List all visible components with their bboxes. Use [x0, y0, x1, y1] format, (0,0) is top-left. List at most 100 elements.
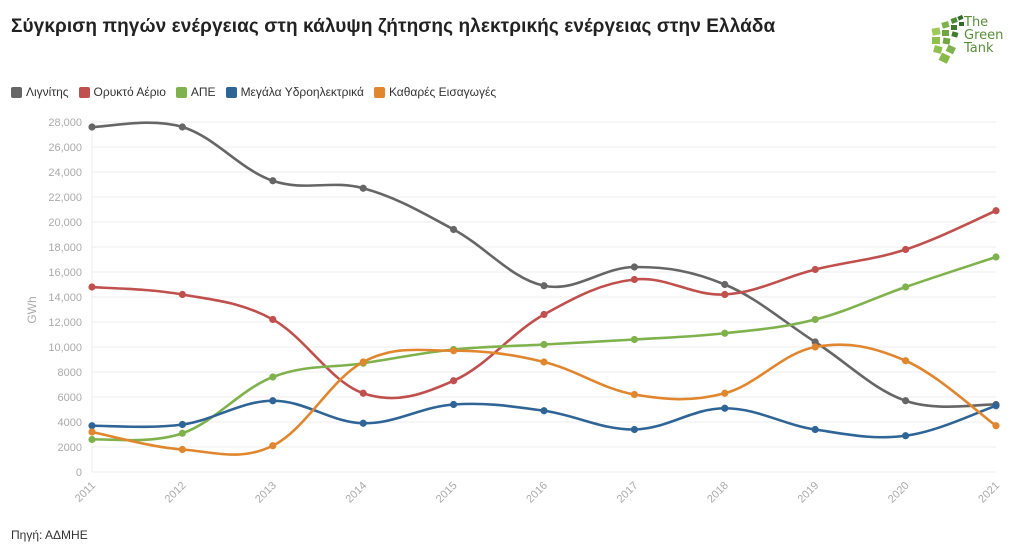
legend-item-gas[interactable]: Ορυκτό Αέριο	[78, 85, 166, 99]
data-point[interactable]	[450, 347, 458, 355]
data-point[interactable]	[811, 315, 819, 324]
legend-swatch-icon	[11, 86, 22, 98]
data-point[interactable]	[992, 253, 1000, 261]
series-line	[88, 397, 1000, 440]
data-point[interactable]	[269, 177, 277, 185]
chart-series	[88, 121, 1000, 456]
y-tick-label: 18,000	[48, 242, 82, 254]
data-point[interactable]	[450, 400, 458, 409]
x-tick-label: 2015	[434, 480, 460, 506]
data-point[interactable]	[630, 425, 639, 434]
data-point[interactable]	[902, 397, 910, 405]
y-tick-label: 16,000	[48, 267, 82, 279]
data-point[interactable]	[540, 282, 548, 290]
legend-item-lignite[interactable]: Λιγνίτης	[11, 85, 69, 99]
data-point[interactable]	[540, 407, 548, 415]
data-point[interactable]	[811, 343, 819, 351]
green-tank-logo: The Green Tank	[930, 12, 1020, 70]
data-point[interactable]	[88, 422, 96, 430]
data-point[interactable]	[178, 290, 186, 299]
x-tick-label: 2014	[344, 480, 370, 506]
data-point[interactable]	[630, 335, 639, 344]
x-tick-label: 2021	[976, 480, 1002, 506]
data-point[interactable]	[992, 402, 1000, 410]
data-point[interactable]	[902, 283, 910, 291]
x-tick-label: 2011	[73, 480, 98, 505]
data-point[interactable]	[721, 280, 729, 289]
y-tick-label: 6000	[58, 392, 82, 404]
data-point[interactable]	[811, 338, 819, 346]
data-point[interactable]	[902, 432, 910, 440]
series-line	[88, 121, 1000, 409]
data-point[interactable]	[88, 428, 96, 436]
chart-legend: Λιγνίτης Ορυκτό Αέριο ΑΠΕ Μεγάλα Υδροηλε…	[11, 85, 496, 99]
legend-item-res[interactable]: ΑΠΕ	[175, 85, 216, 99]
legend-item-imports[interactable]: Καθαρές Εισαγωγές	[373, 85, 496, 99]
series-line	[88, 207, 1000, 400]
chart-grid	[91, 121, 996, 473]
x-tick-label: 2012	[163, 480, 189, 506]
data-point[interactable]	[811, 425, 819, 434]
logo-text: The Green Tank	[964, 15, 1004, 56]
x-tick-label: 2013	[253, 480, 279, 506]
data-point[interactable]	[88, 283, 96, 291]
data-point[interactable]	[630, 263, 639, 271]
logo-tiles-icon	[931, 14, 964, 64]
legend-swatch-icon	[373, 86, 385, 98]
data-point[interactable]	[721, 329, 729, 337]
y-tick-label: 10,000	[48, 342, 82, 354]
y-tick-label: 12,000	[48, 317, 82, 329]
y-tick-label: 26,000	[48, 142, 82, 154]
data-point[interactable]	[721, 290, 729, 299]
y-axis-label: GWh	[25, 296, 39, 323]
data-point[interactable]	[359, 358, 367, 366]
x-tick-label: 2017	[615, 480, 641, 506]
data-point[interactable]	[902, 357, 910, 365]
data-point[interactable]	[540, 340, 548, 349]
legend-item-hydro[interactable]: Μεγάλα Υδροηλεκτρικά	[225, 85, 364, 99]
data-point[interactable]	[359, 419, 367, 427]
data-point[interactable]	[178, 420, 186, 429]
x-tick-label: 2019	[796, 480, 822, 506]
data-point[interactable]	[269, 373, 277, 381]
data-point[interactable]	[359, 389, 367, 397]
x-tick-label: 2016	[524, 480, 550, 506]
y-axis: 0 2000 4000 6000 8000 10,000 12,000 14,000 16,00…	[48, 117, 82, 479]
data-point[interactable]	[88, 123, 96, 131]
x-tick-label: 2020	[886, 480, 912, 506]
y-tick-label: 24,000	[48, 167, 82, 179]
data-point[interactable]	[902, 245, 910, 254]
data-point[interactable]	[811, 265, 819, 274]
chart-title: Σύγκριση πηγών ενέργειας στη κάλυψη ζήτη…	[11, 16, 776, 37]
data-point[interactable]	[269, 315, 277, 324]
data-point[interactable]	[269, 397, 277, 405]
source-note: Πηγή: ΑΔΜΗΕ	[11, 528, 88, 542]
series-line	[88, 253, 1000, 444]
y-tick-label: 22,000	[48, 192, 82, 204]
data-point[interactable]	[450, 225, 458, 234]
y-tick-label: 8000	[58, 367, 82, 379]
data-point[interactable]	[540, 358, 548, 366]
data-point[interactable]	[178, 429, 186, 437]
data-point[interactable]	[88, 435, 96, 444]
data-point[interactable]	[359, 184, 367, 192]
x-axis: 2011 2012 2013 2014 2015 2016 2017 2018 2019 2020…	[73, 480, 1002, 506]
data-point[interactable]	[178, 445, 186, 454]
data-point[interactable]	[269, 442, 277, 450]
y-tick-label: 28,000	[48, 117, 82, 129]
data-point[interactable]	[630, 390, 639, 399]
data-point[interactable]	[721, 389, 729, 397]
y-tick-label: 4000	[58, 417, 82, 429]
y-tick-label: 0	[76, 467, 82, 479]
y-tick-label: 20,000	[48, 217, 82, 229]
data-point[interactable]	[450, 377, 458, 385]
data-point[interactable]	[630, 275, 639, 284]
x-tick-label: 2018	[705, 480, 731, 506]
data-point[interactable]	[540, 310, 548, 319]
legend-swatch-icon	[78, 86, 90, 98]
data-point[interactable]	[992, 207, 1000, 215]
data-point[interactable]	[178, 123, 186, 131]
data-point[interactable]	[721, 404, 729, 412]
data-point[interactable]	[992, 422, 1000, 430]
line-chart: 0 2000 4000 6000 8000 10,000 12,000 14,000 16,00…	[25, 117, 1002, 506]
